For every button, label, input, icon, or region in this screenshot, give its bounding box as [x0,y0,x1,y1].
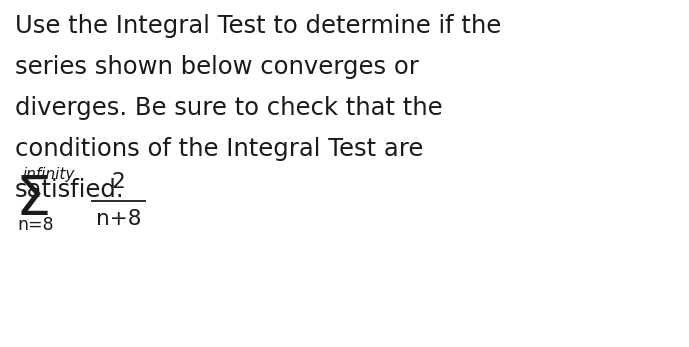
Text: Use the Integral Test to determine if the: Use the Integral Test to determine if th… [15,14,502,38]
Text: n=8: n=8 [18,216,54,234]
Text: infinity: infinity [23,167,75,182]
Text: diverges. Be sure to check that the: diverges. Be sure to check that the [15,96,443,120]
Text: conditions of the Integral Test are: conditions of the Integral Test are [15,137,424,161]
Text: 2: 2 [112,172,125,192]
Text: n+8: n+8 [96,209,141,229]
Text: $\Sigma$: $\Sigma$ [15,173,49,227]
Text: satisfied.: satisfied. [15,178,125,202]
Text: series shown below converges or: series shown below converges or [15,55,419,79]
